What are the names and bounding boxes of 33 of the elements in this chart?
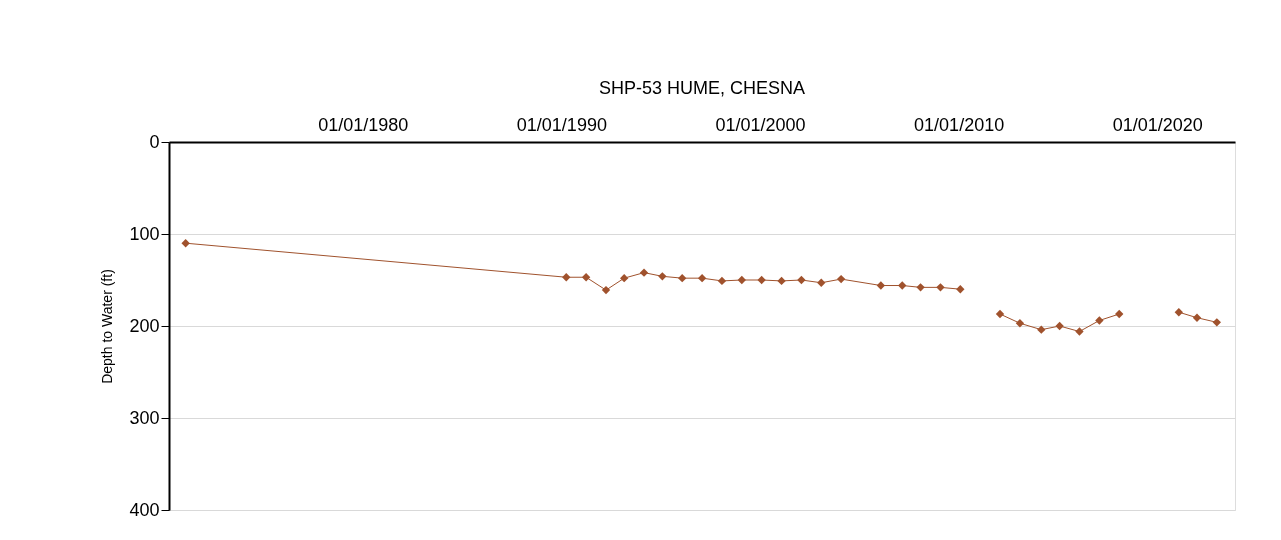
point	[658, 272, 667, 281]
point	[836, 274, 846, 284]
point	[181, 239, 190, 248]
point	[562, 273, 571, 282]
y-tick-label: 0	[149, 131, 160, 152]
point	[639, 268, 649, 277]
x-tick-label: 01/01/1980	[318, 114, 409, 135]
x-tick-label: 01/01/2020	[1112, 114, 1203, 135]
point	[777, 276, 786, 286]
point	[898, 281, 907, 290]
y-axis-title: Depth to Water (ft)	[99, 269, 116, 384]
y-tick-label: 100	[129, 223, 160, 244]
y-tick-label: 200	[129, 315, 160, 336]
point	[737, 275, 746, 285]
point	[717, 276, 727, 286]
point	[956, 285, 965, 294]
point	[697, 273, 707, 283]
y-tick-label: 300	[129, 407, 160, 428]
x-tick-label: 01/01/1990	[516, 114, 607, 135]
point	[757, 275, 766, 285]
chart-title: SHP-53 HUME, CHESNA	[598, 78, 806, 98]
y-tick-label: 400	[129, 499, 160, 520]
point	[936, 283, 945, 292]
point	[601, 285, 611, 295]
point	[916, 283, 925, 292]
point	[678, 273, 687, 283]
x-tick-label: 01/01/2010	[914, 114, 1005, 135]
point	[797, 275, 806, 285]
point	[581, 273, 591, 282]
x-tick-label: 01/01/2000	[715, 114, 806, 135]
point	[876, 281, 886, 290]
point	[817, 278, 826, 287]
point	[620, 273, 629, 283]
